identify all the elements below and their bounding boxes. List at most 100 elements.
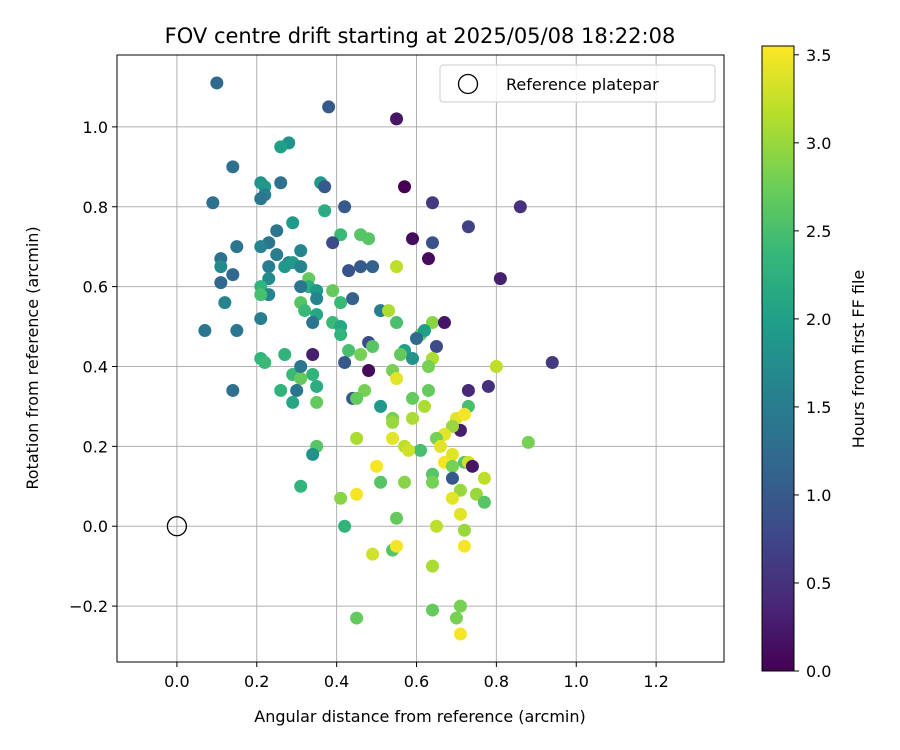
colorbar-tick-label: 1.0 <box>806 486 831 505</box>
legend-label-reference: Reference platepar <box>506 75 659 94</box>
scatter-point <box>406 352 420 365</box>
x-axis-label: Angular distance from reference (arcmin) <box>254 707 585 726</box>
plot-area-frame <box>116 54 725 663</box>
scatter-point <box>453 627 467 641</box>
scatter-point <box>334 491 348 505</box>
scatter-point <box>465 459 479 473</box>
scatter-point <box>350 391 364 405</box>
scatter-point <box>390 511 404 525</box>
scatter-point <box>306 348 320 362</box>
scatter-point <box>374 399 388 413</box>
y-tick-label: 0.2 <box>83 437 108 456</box>
scatter-point <box>294 359 308 373</box>
scatter-point <box>449 611 463 625</box>
scatter-point <box>354 260 368 274</box>
scatter-point <box>226 383 240 397</box>
scatter-point <box>481 379 495 393</box>
scatter-point <box>346 292 360 306</box>
colorbar-tick-label: 0.5 <box>806 574 831 593</box>
scatter-point <box>445 471 459 485</box>
scatter-point <box>278 260 292 274</box>
scatter-point <box>425 196 439 210</box>
scatter-point <box>270 224 284 238</box>
scatter-point <box>230 240 244 254</box>
scatter-point <box>398 180 412 194</box>
scatter-point <box>370 459 384 473</box>
scatter-point <box>254 288 268 302</box>
scatter-point <box>306 367 320 381</box>
scatter-point <box>294 280 308 294</box>
scatter-point <box>410 332 424 346</box>
x-tick-label: 0.8 <box>484 672 509 691</box>
colorbar-gradient <box>761 45 795 672</box>
scatter-point <box>453 599 467 613</box>
scatter-point <box>437 316 451 330</box>
y-tick-label: 0.0 <box>83 517 108 536</box>
scatter-point <box>334 328 348 342</box>
scatter-point <box>513 200 527 214</box>
scatter-point <box>358 383 372 397</box>
colorbar: 0.0 0.5 1.0 1.5 2.0 2.5 3.0 3.5 Hours from firs… <box>761 45 868 681</box>
scatter-point <box>254 240 268 254</box>
scatter-point <box>262 260 276 274</box>
x-tick-label: 0.6 <box>404 672 429 691</box>
scatter-point <box>310 395 324 409</box>
scatter-point <box>310 379 324 393</box>
scatter-point <box>318 180 332 194</box>
scatter-point <box>421 383 435 397</box>
scatter-point <box>421 252 435 266</box>
y-tick-label: 0.4 <box>83 357 108 376</box>
scatter-point <box>457 523 471 537</box>
scatter-point <box>226 160 240 174</box>
scatter-point <box>390 260 404 274</box>
y-tick-label: −0.2 <box>69 597 108 616</box>
x-tick-label: 1.0 <box>564 672 589 691</box>
scatter-point <box>342 344 356 358</box>
scatter-point <box>425 316 439 330</box>
scatter-point <box>350 431 364 445</box>
scatter-point <box>322 100 336 114</box>
scatter-point <box>429 519 443 533</box>
scatter-point <box>390 539 404 553</box>
scatter-point <box>545 355 559 369</box>
scatter-point <box>278 348 292 362</box>
scatter-point <box>334 296 348 310</box>
legend: Reference platepar <box>439 64 716 103</box>
chart-title: FOV centre drift starting at 2025/05/08 … <box>165 24 676 48</box>
scatter-point <box>382 304 396 318</box>
scatter-point <box>402 443 416 457</box>
scatter-point <box>254 192 268 206</box>
scatter-point <box>274 176 288 190</box>
scatter-point <box>390 112 404 126</box>
scatter-point <box>294 244 308 258</box>
x-tick-label: 0.0 <box>164 672 189 691</box>
scatter-point <box>366 260 380 274</box>
scatter-point <box>270 248 284 262</box>
scatter-point <box>286 216 300 230</box>
scatter-point <box>294 371 308 385</box>
scatter-point <box>274 140 288 154</box>
scatter-point <box>461 383 475 397</box>
scatter-point <box>374 475 388 489</box>
scatter-point <box>425 559 439 573</box>
scatter-point <box>206 196 220 210</box>
scatter-point <box>453 507 467 521</box>
legend-marker-reference <box>457 73 479 95</box>
scatter-point <box>445 419 459 433</box>
scatter-point <box>338 200 352 214</box>
scatter-point <box>218 296 232 310</box>
scatter-point <box>366 340 380 354</box>
scatter-point <box>326 236 340 250</box>
scatter-point <box>350 487 364 501</box>
scatter-points <box>166 76 559 641</box>
scatter-point <box>362 232 376 246</box>
scatter-point <box>425 475 439 489</box>
y-axis-ticks: −0.2 0.0 0.2 0.4 0.6 0.8 1.0 <box>69 118 117 616</box>
x-axis-ticks: 0.0 0.2 0.4 0.6 0.8 1.0 1.2 <box>164 662 669 691</box>
scatter-point <box>457 407 471 421</box>
scatter-point <box>318 204 332 218</box>
scatter-point <box>354 348 368 362</box>
scatter-point <box>477 495 491 509</box>
scatter-point <box>445 459 459 473</box>
scatter-point <box>274 383 288 397</box>
